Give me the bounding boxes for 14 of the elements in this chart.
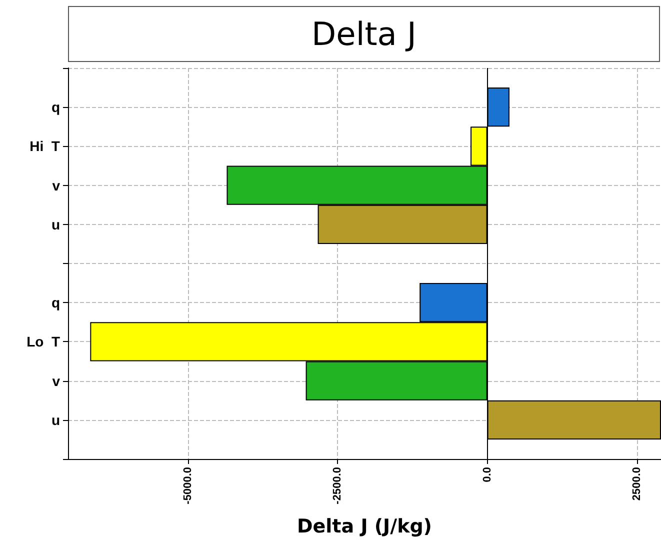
- y-tick-label: q: [51, 294, 60, 311]
- y-tick-label: u: [51, 216, 60, 232]
- y-tick-label: v: [52, 177, 60, 194]
- y-tick-label: v: [52, 372, 60, 389]
- y-tick-label: q: [51, 99, 60, 116]
- y-tick-label: Hi T: [30, 138, 60, 154]
- x-tick-label: 0.0: [481, 467, 494, 482]
- y-tick-label: u: [51, 412, 60, 428]
- x-axis-title: Delta J (J/kg): [297, 516, 432, 538]
- y-tick-label: Lo T: [26, 334, 60, 350]
- chart-title: Delta J: [68, 6, 660, 62]
- x-tick-label: -5000.0: [182, 467, 194, 504]
- x-tick-label: -2500.0: [332, 467, 344, 504]
- x-tick-label: 2500.0: [631, 467, 644, 501]
